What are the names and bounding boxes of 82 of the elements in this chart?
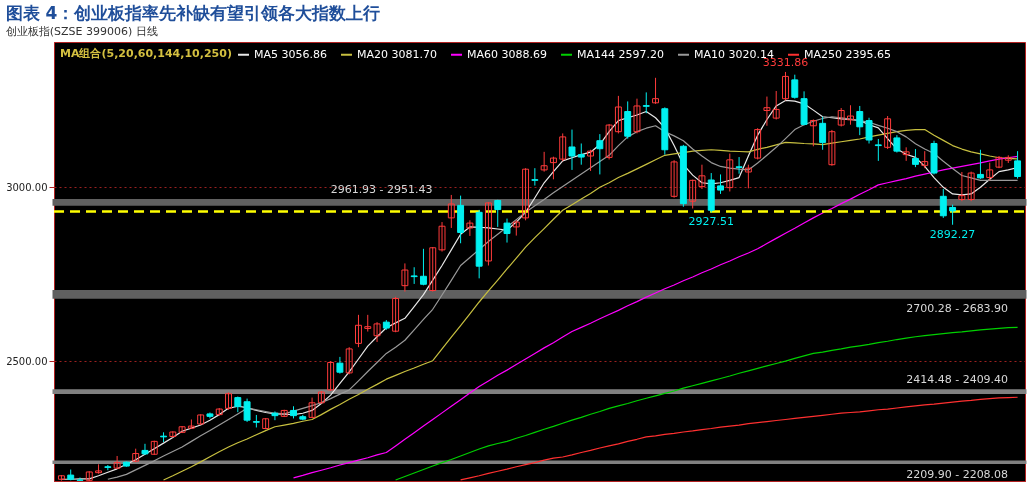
candlestick: [531, 167, 539, 187]
candlestick: [577, 142, 585, 166]
candlestick: [484, 201, 492, 266]
candlestick: [141, 443, 149, 456]
candlestick: [540, 151, 548, 173]
candlestick: [614, 95, 622, 134]
candlestick: [113, 455, 121, 470]
candlestick: [809, 119, 817, 147]
candlestick: [642, 91, 650, 114]
candlestick: [958, 171, 966, 202]
candlestick: [865, 117, 873, 144]
candlestick: [438, 221, 446, 253]
candlestick: [243, 398, 251, 423]
band-label: 2700.28 - 2683.90: [906, 302, 1009, 316]
candlestick: [429, 246, 437, 293]
line-series: [292, 155, 1019, 479]
candlestick: [828, 129, 836, 167]
candlestick: [466, 219, 474, 237]
candlestick: [884, 115, 892, 150]
candlestick: [847, 104, 854, 126]
candlestick: [401, 262, 409, 293]
candlestick: [819, 116, 827, 151]
candlestick: [419, 248, 427, 286]
line-series: [460, 396, 1019, 481]
band-label: 2414.48 - 2409.40: [906, 372, 1009, 386]
candlestick: [772, 90, 780, 121]
candlestick: [698, 164, 706, 190]
candlestick: [837, 107, 845, 127]
legend-label: MA144 2597.20: [577, 47, 664, 61]
candlestick: [392, 296, 400, 333]
candlestick: [605, 123, 613, 160]
candlestick: [782, 71, 789, 101]
band-label: 2209.90 - 2208.08: [906, 467, 1009, 481]
candlestick: [726, 153, 734, 192]
candlestick: [949, 204, 957, 226]
candlestick: [494, 199, 502, 228]
candlestick: [271, 410, 279, 421]
candlestick: [522, 167, 530, 221]
candlestick: [744, 164, 752, 189]
candlestick: [791, 74, 799, 100]
legend-label: MA20 3081.70: [357, 47, 437, 61]
candlestick: [754, 127, 762, 160]
candlestick: [939, 188, 947, 219]
candlestick: [911, 148, 919, 168]
candlestick: [763, 96, 771, 127]
candlestick: [874, 138, 882, 162]
y-tick-label: 3000.00: [6, 181, 48, 193]
candlestick: [308, 397, 316, 419]
annotation: 2892.27: [929, 227, 976, 241]
y-tick-label: 2500.00: [6, 355, 48, 367]
candlestick: [856, 105, 864, 136]
candlestick: [568, 129, 576, 171]
candlestick: [327, 360, 335, 392]
candlestick: [967, 171, 975, 202]
candlestick: [596, 133, 604, 175]
candlestick: [1014, 150, 1022, 180]
candlestick: [717, 173, 724, 195]
candlestick: [735, 156, 743, 175]
legend-title: MA组合(5,20,60,144,10,250): [60, 47, 232, 60]
candlestick: [670, 159, 678, 199]
candlestick: [549, 156, 557, 180]
candlestick: [178, 425, 186, 434]
candlestick: [447, 194, 455, 229]
candlestick: [373, 321, 381, 343]
candlestick: [225, 391, 232, 411]
candlestick: [976, 149, 984, 180]
candlestick: [503, 218, 511, 244]
candlestick: [355, 314, 362, 348]
candlestick: [995, 155, 1003, 169]
candlestick: [345, 346, 353, 375]
band-label: 2961.93 - 2951.43: [330, 182, 433, 196]
candlestick: [689, 179, 697, 209]
candlestick: [587, 149, 595, 172]
candlestick: [652, 77, 660, 105]
chart-title: 图表 4：创业板指率先补缺有望引领各大指数上行: [5, 3, 381, 23]
legend-label: MA60 3088.69: [467, 47, 547, 61]
candlestick: [559, 132, 567, 162]
chart-subtitle: 创业板指(SZSE 399006) 日线: [5, 25, 158, 38]
line-series: [395, 326, 1019, 481]
candlestick: [633, 98, 641, 134]
legend-label: MA5 3056.86: [254, 47, 327, 61]
annotation: 2927.51: [688, 215, 734, 229]
